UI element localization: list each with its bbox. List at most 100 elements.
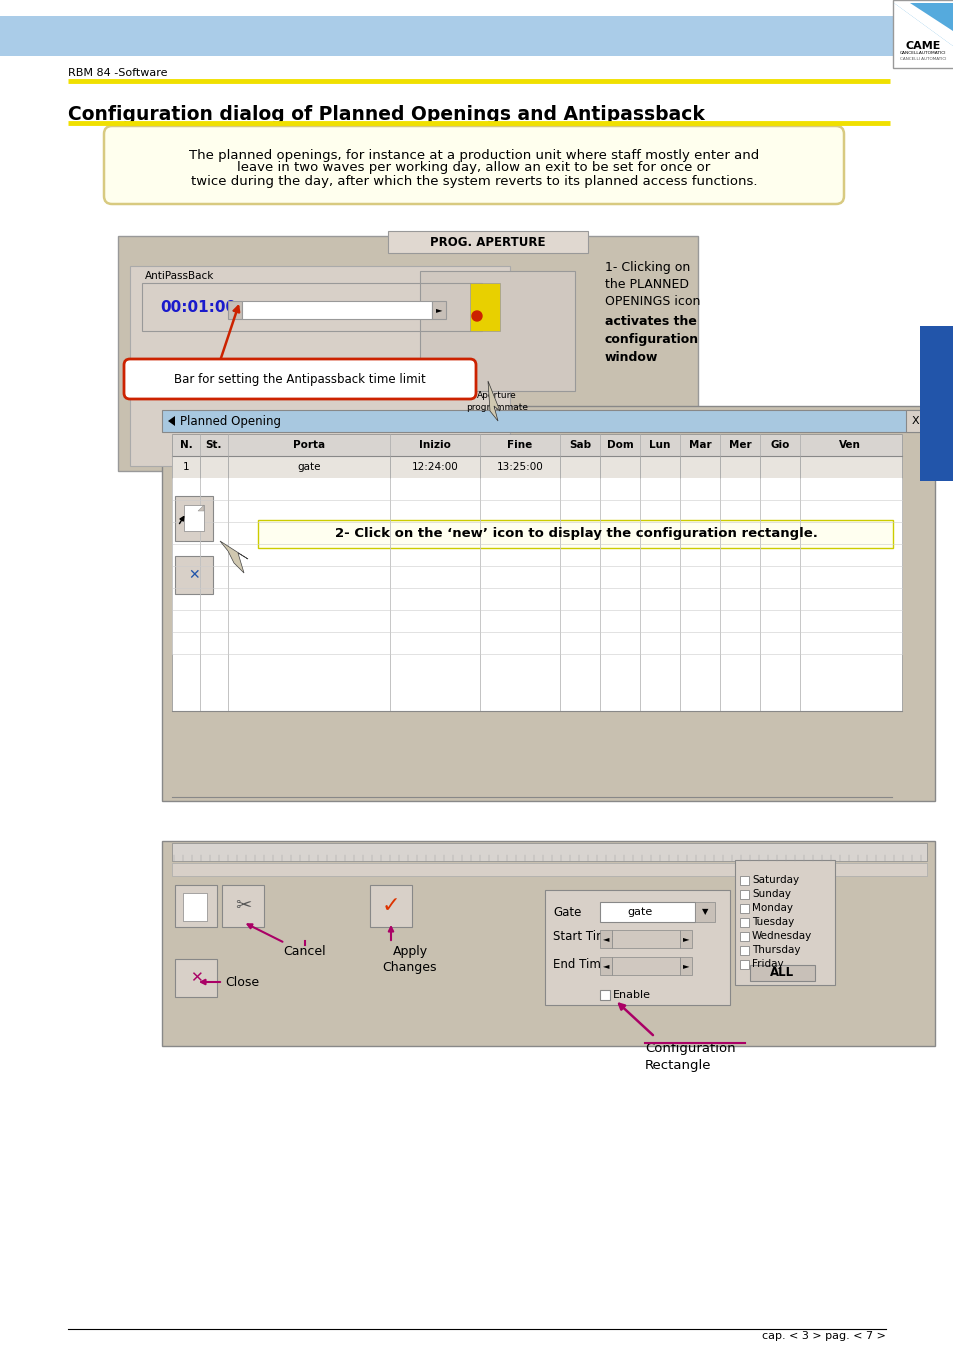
FancyBboxPatch shape: [695, 902, 714, 921]
Text: Sab: Sab: [568, 440, 591, 450]
FancyBboxPatch shape: [172, 521, 901, 544]
FancyBboxPatch shape: [172, 457, 901, 478]
FancyBboxPatch shape: [0, 16, 892, 55]
Text: gate: gate: [297, 462, 320, 471]
Text: Dom: Dom: [606, 440, 633, 450]
Polygon shape: [168, 416, 174, 426]
Text: ◄: ◄: [232, 305, 238, 315]
FancyBboxPatch shape: [228, 301, 242, 319]
FancyBboxPatch shape: [184, 505, 204, 531]
FancyBboxPatch shape: [740, 890, 748, 898]
Text: PROG. APERTURE: PROG. APERTURE: [430, 235, 545, 249]
Text: End Time: End Time: [553, 958, 607, 970]
Text: Gate: Gate: [553, 905, 580, 919]
FancyBboxPatch shape: [124, 359, 476, 399]
Text: Ven: Ven: [839, 440, 860, 450]
FancyBboxPatch shape: [740, 946, 748, 955]
FancyBboxPatch shape: [612, 957, 679, 975]
Text: window: window: [604, 351, 658, 363]
FancyBboxPatch shape: [679, 957, 691, 975]
FancyBboxPatch shape: [174, 885, 216, 927]
Text: ✕: ✕: [190, 970, 202, 985]
FancyBboxPatch shape: [599, 929, 612, 948]
Text: ALL: ALL: [769, 966, 793, 979]
Text: Apply
Changes: Apply Changes: [382, 944, 436, 974]
FancyBboxPatch shape: [172, 632, 901, 654]
FancyBboxPatch shape: [419, 272, 575, 390]
Text: 12:24:00: 12:24:00: [411, 462, 457, 471]
Text: Sunday: Sunday: [751, 889, 790, 898]
Text: Enable: Enable: [613, 990, 650, 1000]
FancyBboxPatch shape: [740, 904, 748, 913]
FancyBboxPatch shape: [172, 434, 901, 457]
Text: OPENINGS icon: OPENINGS icon: [604, 295, 700, 308]
Text: Tuesday: Tuesday: [751, 917, 794, 927]
FancyBboxPatch shape: [162, 842, 934, 1046]
FancyBboxPatch shape: [734, 861, 834, 985]
Text: ►: ►: [682, 962, 688, 970]
FancyBboxPatch shape: [172, 863, 926, 875]
Text: activates the: activates the: [604, 315, 696, 328]
Text: twice during the day, after which the system reverts to its planned access funct: twice during the day, after which the sy…: [191, 174, 757, 188]
Text: ◄: ◄: [602, 935, 609, 943]
FancyBboxPatch shape: [388, 231, 587, 253]
Text: CAME: CAME: [904, 41, 940, 51]
Text: N.: N.: [179, 440, 193, 450]
FancyBboxPatch shape: [470, 282, 499, 331]
Text: ►: ►: [436, 305, 442, 315]
FancyBboxPatch shape: [162, 409, 919, 432]
Text: ◄: ◄: [602, 962, 609, 970]
FancyBboxPatch shape: [919, 326, 953, 481]
Text: Thursday: Thursday: [751, 944, 800, 955]
Text: Friday: Friday: [751, 959, 782, 969]
FancyBboxPatch shape: [130, 266, 510, 466]
Text: St.: St.: [206, 440, 222, 450]
Text: Wednesday: Wednesday: [751, 931, 811, 942]
FancyBboxPatch shape: [432, 301, 446, 319]
FancyBboxPatch shape: [257, 520, 892, 549]
Text: Aperture
programmate: Aperture programmate: [465, 390, 527, 412]
Text: ▼: ▼: [701, 908, 707, 916]
FancyBboxPatch shape: [118, 236, 698, 471]
FancyBboxPatch shape: [172, 588, 901, 611]
Text: the PLANNED: the PLANNED: [604, 278, 688, 290]
Text: Gio: Gio: [769, 440, 789, 450]
FancyBboxPatch shape: [740, 961, 748, 969]
Text: Configuration dialog of Planned Openings and Antipassback: Configuration dialog of Planned Openings…: [68, 105, 704, 124]
Text: 1: 1: [182, 462, 189, 471]
Text: Cancel: Cancel: [283, 944, 326, 958]
Text: Mar: Mar: [688, 440, 711, 450]
Text: 13:25:00: 13:25:00: [497, 462, 543, 471]
Text: Mer: Mer: [728, 440, 751, 450]
FancyBboxPatch shape: [370, 885, 412, 927]
Text: 1- Clicking on: 1- Clicking on: [604, 261, 690, 274]
FancyBboxPatch shape: [905, 409, 923, 432]
Text: Monday: Monday: [751, 902, 792, 913]
FancyBboxPatch shape: [172, 843, 926, 861]
Text: 2- Click on the ‘new’ icon to display the configuration rectangle.: 2- Click on the ‘new’ icon to display th…: [335, 527, 817, 540]
FancyBboxPatch shape: [892, 0, 953, 68]
Text: gate: gate: [627, 907, 652, 917]
FancyBboxPatch shape: [172, 436, 901, 711]
FancyBboxPatch shape: [599, 957, 612, 975]
Text: X: X: [910, 416, 918, 426]
Text: cap. < 3 > pag. < 7 >: cap. < 3 > pag. < 7 >: [761, 1331, 885, 1342]
Polygon shape: [198, 505, 204, 511]
FancyBboxPatch shape: [599, 990, 609, 1000]
FancyBboxPatch shape: [174, 496, 213, 540]
Text: ►: ►: [682, 935, 688, 943]
Text: Inizio: Inizio: [418, 440, 451, 450]
Circle shape: [472, 311, 481, 322]
Text: Start Time: Start Time: [553, 931, 615, 943]
Text: CANCELLAUTOMATICI: CANCELLAUTOMATICI: [899, 51, 945, 55]
FancyBboxPatch shape: [172, 500, 901, 521]
FancyBboxPatch shape: [612, 929, 679, 948]
Text: RBM 84 -Software: RBM 84 -Software: [68, 68, 168, 78]
Text: Close: Close: [225, 975, 259, 989]
FancyBboxPatch shape: [174, 959, 216, 997]
FancyBboxPatch shape: [599, 902, 695, 921]
FancyBboxPatch shape: [740, 917, 748, 927]
FancyBboxPatch shape: [104, 126, 843, 204]
Text: Lun: Lun: [649, 440, 670, 450]
Polygon shape: [488, 381, 499, 422]
